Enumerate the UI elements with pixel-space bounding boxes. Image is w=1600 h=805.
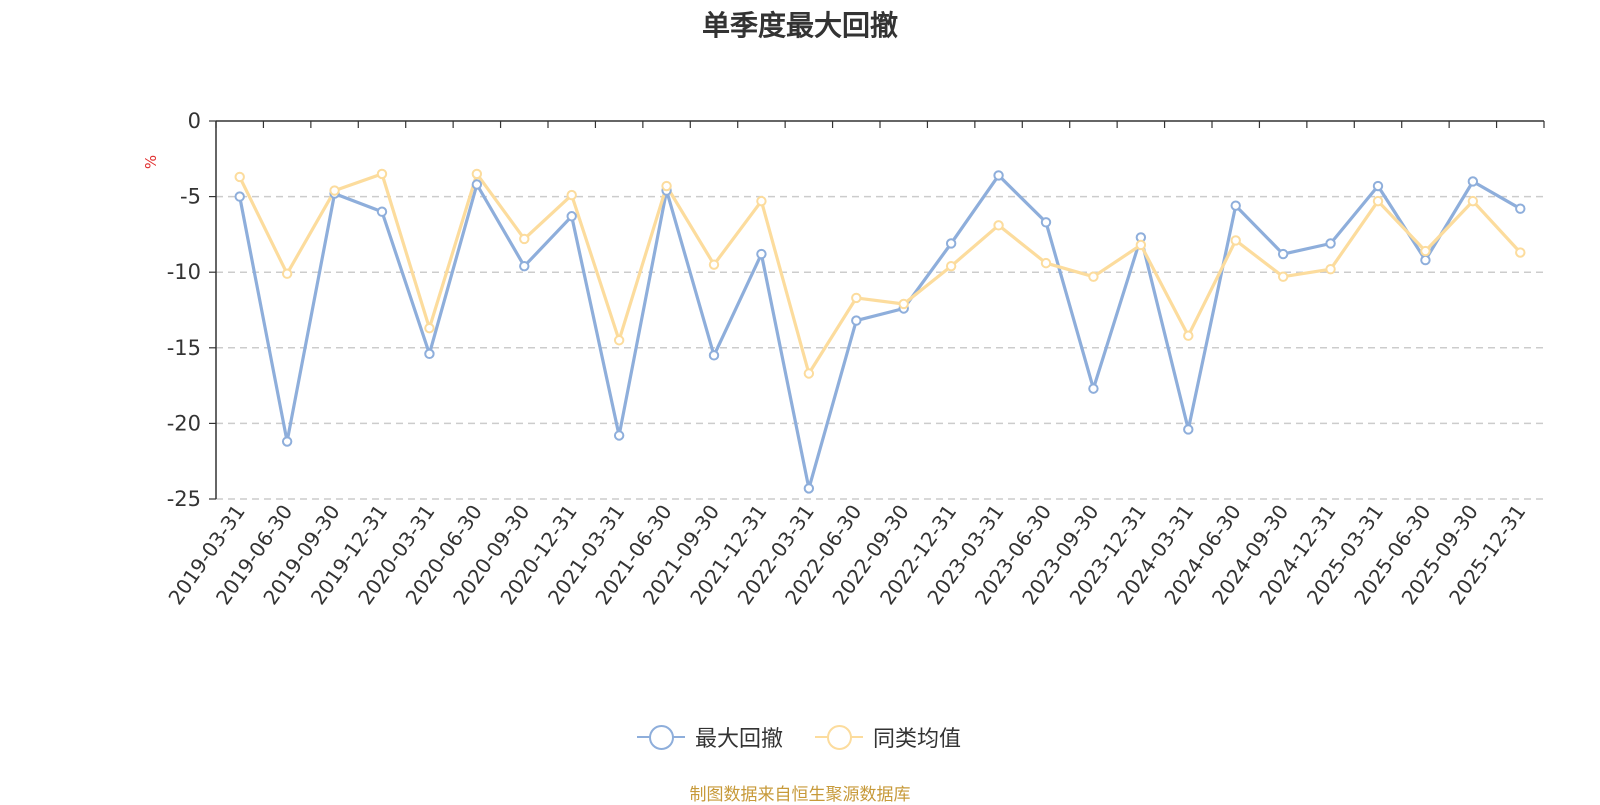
data-point-series-2 bbox=[945, 260, 957, 272]
data-point-series-1 bbox=[945, 238, 957, 249]
data-point-series-2 bbox=[281, 268, 293, 279]
data-point-series-2 bbox=[424, 322, 435, 334]
y-tick-label: 0 bbox=[188, 109, 201, 133]
data-point-series-1 bbox=[993, 170, 1004, 181]
data-point-series-2 bbox=[234, 171, 245, 183]
data-point-series-1 bbox=[756, 248, 767, 260]
data-point-series-2 bbox=[1277, 271, 1289, 282]
data-point-series-1 bbox=[1040, 217, 1052, 228]
data-point-series-1 bbox=[376, 206, 388, 217]
data-point-series-1 bbox=[851, 315, 862, 326]
y-axis-unit-label: % bbox=[142, 155, 160, 169]
data-point-series-2 bbox=[1325, 263, 1336, 275]
data-point-series-1 bbox=[566, 211, 577, 222]
data-point-series-1 bbox=[613, 430, 625, 441]
data-point-series-2 bbox=[851, 292, 862, 304]
data-point-series-2 bbox=[376, 168, 388, 180]
y-tick-label: -5 bbox=[180, 185, 201, 209]
legend-marker-icon bbox=[815, 722, 863, 752]
data-point-series-2 bbox=[1515, 247, 1526, 258]
data-point-series-1 bbox=[424, 348, 435, 360]
data-point-series-1 bbox=[519, 260, 530, 272]
data-point-series-2 bbox=[471, 168, 483, 180]
y-tick-label: -10 bbox=[167, 260, 201, 284]
data-point-series-2 bbox=[1040, 257, 1052, 269]
data-point-series-1 bbox=[1420, 254, 1431, 266]
legend-item-series-2[interactable]: 同类均值 bbox=[815, 722, 961, 752]
data-point-series-2 bbox=[756, 195, 767, 207]
data-point-series-2 bbox=[803, 368, 815, 379]
data-point-series-1 bbox=[1325, 238, 1336, 249]
y-tick-label: -15 bbox=[167, 336, 201, 360]
gridlines bbox=[216, 195, 1544, 500]
source-note: 制图数据来自恒生聚源数据库 bbox=[689, 785, 911, 805]
data-point-series-2 bbox=[566, 189, 577, 201]
data-point-series-2 bbox=[993, 220, 1004, 231]
data-point-series-2 bbox=[661, 180, 672, 192]
data-point-series-1 bbox=[1088, 383, 1099, 394]
data-point-series-2 bbox=[1088, 271, 1099, 282]
y-tick-label: -20 bbox=[167, 411, 201, 435]
data-point-series-2 bbox=[898, 298, 909, 310]
data-point-series-1 bbox=[281, 436, 293, 447]
y-tick-label: -25 bbox=[167, 487, 201, 511]
data-point-series-2 bbox=[708, 259, 720, 270]
data-point-series-1 bbox=[708, 350, 720, 361]
data-point-series-2 bbox=[1230, 235, 1241, 246]
data-point-series-1 bbox=[1467, 176, 1479, 187]
data-point-series-1 bbox=[471, 179, 483, 190]
data-point-series-2 bbox=[1372, 195, 1384, 207]
data-point-series-2 bbox=[1467, 195, 1479, 207]
data-point-series-1 bbox=[1277, 248, 1289, 260]
legend-item-series-1[interactable]: 最大回撤 bbox=[637, 722, 783, 752]
data-point-series-2 bbox=[613, 335, 625, 346]
data-point-series-2 bbox=[1420, 245, 1431, 257]
data-point-series-1 bbox=[1372, 180, 1384, 192]
data-point-series-1 bbox=[234, 191, 245, 202]
data-point-series-1 bbox=[1515, 203, 1526, 214]
series-layer bbox=[234, 168, 1526, 494]
data-point-series-1 bbox=[803, 483, 815, 494]
series-line-2 bbox=[238, 172, 1522, 376]
legend-label: 最大回撤 bbox=[695, 727, 784, 752]
chart-title: 单季度最大回撤 bbox=[701, 9, 898, 42]
data-point-series-1 bbox=[1230, 200, 1241, 211]
axes: 0-5-10-15-20-252019-03-312019-06-302019-… bbox=[163, 109, 1545, 609]
data-point-series-2 bbox=[519, 233, 530, 245]
legend-marker-icon bbox=[637, 722, 685, 752]
data-point-series-1 bbox=[1183, 424, 1194, 435]
data-point-series-2 bbox=[1183, 330, 1194, 341]
data-point-series-2 bbox=[1135, 239, 1147, 251]
legend-label: 同类均值 bbox=[873, 727, 962, 752]
series-line-1 bbox=[238, 173, 1522, 490]
data-point-series-2 bbox=[329, 185, 340, 196]
